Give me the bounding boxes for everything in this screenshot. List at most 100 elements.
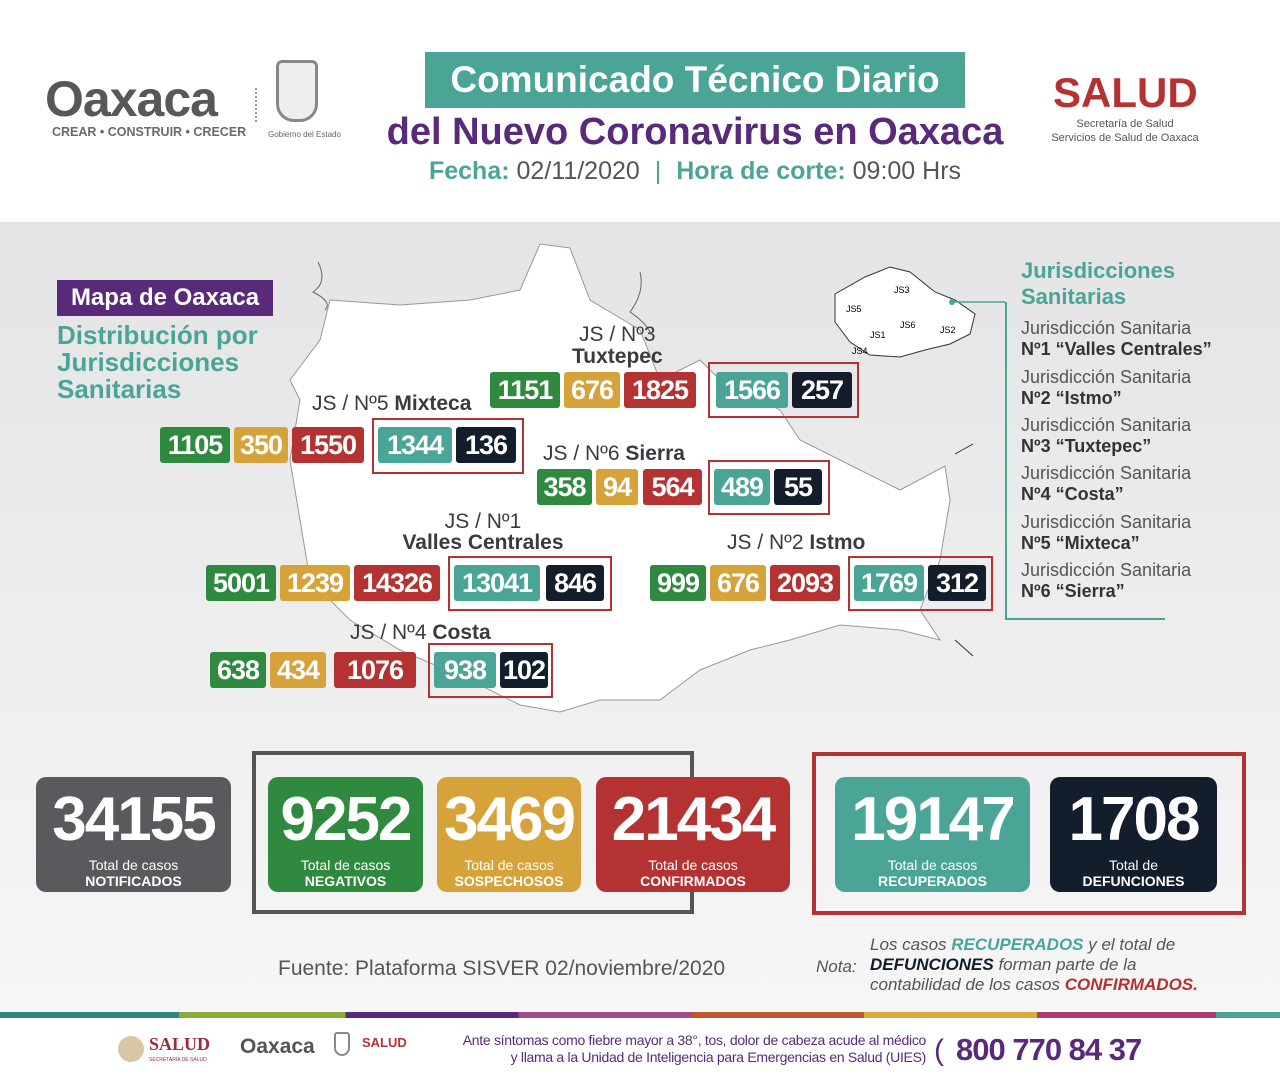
phone-icon: ( [934, 1034, 944, 1067]
legend-item: Jurisdicción Sanitaria Nº3 “Tuxtepec” [1021, 415, 1192, 456]
recuperados-sierra: 489 [714, 469, 770, 505]
total-confirmados: 21434 Total de casos CONFIRMADOS [596, 777, 790, 892]
negativos-istmo: 999 [650, 565, 706, 601]
defunciones-tuxtepec: 257 [792, 372, 852, 408]
defunciones-mixteca: 136 [456, 427, 516, 463]
outline-istmo [848, 556, 993, 611]
legend-title: Jurisdicciones Sanitarias [1021, 258, 1176, 309]
divider-dots [255, 88, 257, 122]
defunciones-valles: 846 [546, 565, 604, 601]
confirmados-mixteca: 1550 [292, 427, 364, 463]
total-recuperados: 19147 Total de casos RECUPERADOS [835, 777, 1030, 892]
source-text: Fuente: Plataforma SISVER 02/noviembre/2… [278, 957, 726, 980]
separator: | [654, 157, 662, 185]
map-title: Mapa de Oaxaca [57, 280, 273, 316]
map-subtitle: Distribución por Jurisdicciones Sanitari… [57, 320, 258, 404]
sospechosos-sierra: 94 [596, 469, 638, 505]
salud-logo: SALUD [1053, 69, 1198, 116]
footer-oaxaca-logo: Oaxaca [240, 1035, 315, 1058]
outline-costa [428, 643, 553, 698]
region-label-costa: JS / Nº4 Costa [350, 621, 491, 644]
defunciones-sierra: 55 [774, 469, 822, 505]
oaxaca-tagline: CREAR • CONSTRUIR • CRECER [52, 125, 247, 139]
legend-frame [1005, 302, 1165, 620]
phone-number[interactable]: 800 770 84 37 [956, 1032, 1142, 1067]
footer-line1: Ante síntomas como fiebre mayor a 38°, t… [462, 1032, 927, 1048]
total-negativos: 9252 Total de casos NEGATIVOS [268, 777, 423, 892]
confirmados-sierra: 564 [643, 469, 702, 505]
negativos-sierra: 358 [537, 469, 592, 505]
recuperados-tuxtepec: 1566 [716, 372, 788, 408]
recuperados-costa: 938 [434, 652, 496, 688]
sospechosos-mixteca: 350 [234, 427, 288, 463]
sospechosos-tuxtepec: 676 [564, 372, 620, 408]
footer-shield-icon [334, 1032, 350, 1056]
region-label-sierra: JS / Nº6 Sierra [543, 442, 685, 465]
recuperados-mixteca: 1344 [378, 427, 452, 463]
recuperados-valles: 13041 [454, 565, 540, 601]
confirmados-istmo: 2093 [770, 565, 840, 601]
gov-label: Gobierno del Estado [268, 130, 341, 139]
negativos-valles: 5001 [206, 565, 276, 601]
footer-salud2: SALUD [362, 1035, 407, 1050]
map-river-line [954, 443, 974, 455]
footer-message: Ante síntomas como fiebre mayor a 38°, t… [412, 1032, 927, 1066]
region-label-istmo: JS / Nº2 Istmo [727, 531, 866, 554]
salud-sub2: Servicios de Salud de Oaxaca [1051, 132, 1199, 144]
hora-value: 09:00 Hrs [852, 157, 962, 185]
legend-item: Jurisdicción Sanitaria Nº2 “Istmo” [1021, 367, 1192, 408]
legend-item: Jurisdicción Sanitaria Nº1 “Valles Centra… [1021, 318, 1212, 359]
map-river-line [629, 271, 651, 333]
confirmados-costa: 1076 [334, 652, 416, 688]
fecha-label: Fecha: [428, 157, 510, 185]
region-label-tuxtepec: JS / Nº3 Tuxtepec [572, 323, 663, 368]
region-label-mixteca: JS / Nº5 Mixteca [312, 392, 472, 415]
color-stripe [0, 1012, 1280, 1018]
total-notificados: 34155 Total de casos NOTIFICADOS [36, 777, 231, 892]
inset-label: JS3 [894, 285, 910, 295]
negativos-tuxtepec: 1151 [490, 372, 560, 408]
fecha-value: 02/11/2020 [516, 157, 640, 185]
defunciones-costa: 102 [500, 652, 548, 688]
defunciones-istmo: 312 [928, 565, 986, 601]
legend-item: Jurisdicción Sanitaria Nº6 “Sierra” [1021, 560, 1192, 601]
confirmados-valles: 14326 [354, 565, 440, 601]
inset-label: JS1 [870, 330, 886, 340]
legend-item: Jurisdicción Sanitaria Nº5 “Mixteca” [1021, 512, 1192, 553]
state-shield-icon [276, 60, 318, 122]
map-river-line [312, 261, 328, 311]
hora-label: Hora de corte: [676, 157, 846, 185]
date-line: Fecha: 02/11/2020 | Hora de corte: 09:00… [355, 156, 1035, 186]
note-text: Los casos RECUPERADOS y el total de DEFU… [870, 935, 1198, 994]
outline-tuxtepec [708, 362, 859, 418]
legend-item: Jurisdicción Sanitaria Nº4 “Costa” [1021, 463, 1192, 504]
totals-red-frame [812, 752, 1246, 915]
sospechosos-costa: 434 [270, 652, 326, 688]
confirmados-tuxtepec: 1825 [624, 372, 696, 408]
inset-label: JS2 [940, 325, 956, 335]
oaxaca-logo: Oaxaca [45, 71, 218, 137]
note-label: Nota: [816, 957, 857, 976]
footer-salud-logo: SALUD [149, 1034, 211, 1054]
inset-label: JS5 [846, 304, 862, 314]
oaxaca-logo-text: Oaxaca [45, 71, 218, 127]
sospechosos-valles: 1239 [280, 565, 350, 601]
total-sospechosos: 3469 Total de casos SOSPECHOSOS [437, 777, 581, 892]
salud-emblem-icon [118, 1036, 144, 1062]
outline-mixteca [372, 418, 524, 474]
footer-salud-sub: SECRETARÍA DE SALUD [149, 1057, 207, 1063]
map-river-line [954, 639, 974, 657]
negativos-costa: 638 [210, 652, 266, 688]
outline-valles [448, 556, 612, 611]
region-label-valles: JS / Nº1 Valles Centrales [402, 510, 564, 554]
total-defunciones: 1708 Total de DEFUNCIONES [1050, 777, 1217, 892]
outline-sierra [708, 460, 830, 515]
salud-sub1: Secretaría de Salud [1076, 118, 1174, 130]
inset-label: JS4 [852, 346, 868, 356]
title-line2: del Nuevo Coronavirus en Oaxaca [386, 111, 1004, 153]
negativos-mixteca: 1105 [160, 427, 230, 463]
inset-map [834, 266, 976, 358]
recuperados-istmo: 1769 [854, 565, 924, 601]
footer-line2: y llama a la Unidad de Inteligencia para… [510, 1049, 927, 1065]
title-banner: Comunicado Técnico Diario [425, 52, 965, 108]
